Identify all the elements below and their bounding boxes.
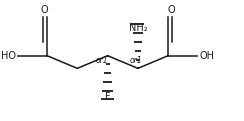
Text: F: F bbox=[105, 92, 111, 102]
Text: or1: or1 bbox=[95, 56, 108, 65]
Text: O: O bbox=[40, 5, 48, 15]
Text: HO: HO bbox=[1, 51, 16, 61]
Text: NH₂: NH₂ bbox=[129, 23, 147, 33]
Text: or1: or1 bbox=[129, 56, 142, 65]
Text: O: O bbox=[167, 5, 175, 15]
Text: OH: OH bbox=[199, 51, 214, 61]
